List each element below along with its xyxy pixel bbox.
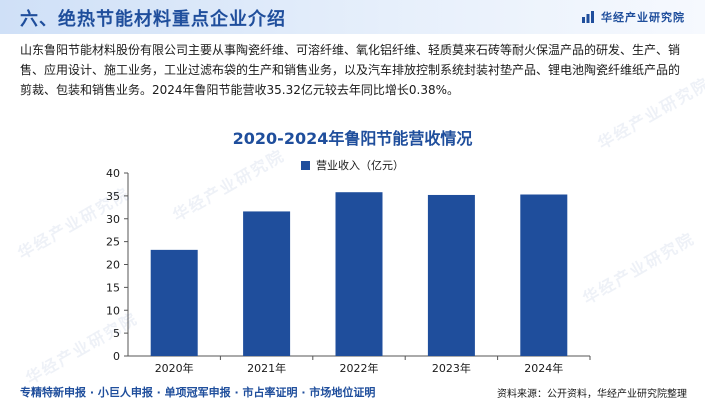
chart-title: 2020-2024年鲁阳节能营收情况 <box>232 129 473 148</box>
y-tick-label: 30 <box>106 213 120 226</box>
y-tick-label: 0 <box>113 350 120 363</box>
brand: 华经产业研究院 <box>581 9 685 25</box>
chart-legend: 营业收入（亿元） <box>0 157 705 173</box>
x-tick-label: 2021年 <box>247 361 286 375</box>
y-tick-label: 25 <box>106 236 120 249</box>
y-tick-label: 40 <box>106 167 120 180</box>
y-tick-label: 15 <box>106 281 120 294</box>
bar <box>335 192 383 356</box>
y-tick-label: 5 <box>113 327 120 340</box>
revenue-bar-chart: 0 5 10 15 20 25 30 35 40 2020年 2021年 2022年 2023年 2024… <box>106 167 591 375</box>
x-tick-label: 2020年 <box>155 361 194 375</box>
legend-swatch <box>301 160 310 170</box>
source-note: 资料来源：公开资料，华经产业研究院整理 <box>497 389 687 400</box>
intro-paragraph: 山东鲁阳节能材料股份有限公司主要从事陶瓷纤维、可溶纤维、氧化铝纤维、轻质莫来石砖… <box>20 43 681 97</box>
header-bar: 六、绝热节能材料重点企业介绍 华经产业研究院 <box>0 0 705 34</box>
x-tick-label: 2022年 <box>340 361 379 375</box>
bar <box>243 211 291 356</box>
bar <box>520 194 568 356</box>
footer-links: 专精特新申报 · 小巨人申报 · 单项冠军申报 · 市占率证明 · 市场地位证明 <box>20 386 376 399</box>
bar <box>150 249 198 356</box>
bar-chart-logo-icon <box>582 11 594 23</box>
brand-name: 华经产业研究院 <box>601 11 685 24</box>
y-tick-label: 10 <box>106 304 120 317</box>
bar <box>427 194 475 356</box>
y-tick-label: 35 <box>106 190 120 203</box>
x-tick-label: 2024年 <box>524 361 563 375</box>
legend-label: 营业收入（亿元） <box>316 159 404 172</box>
y-tick-label: 20 <box>106 259 120 272</box>
x-tick-label: 2023年 <box>432 361 471 375</box>
page-title: 六、绝热节能材料重点企业介绍 <box>20 9 286 30</box>
